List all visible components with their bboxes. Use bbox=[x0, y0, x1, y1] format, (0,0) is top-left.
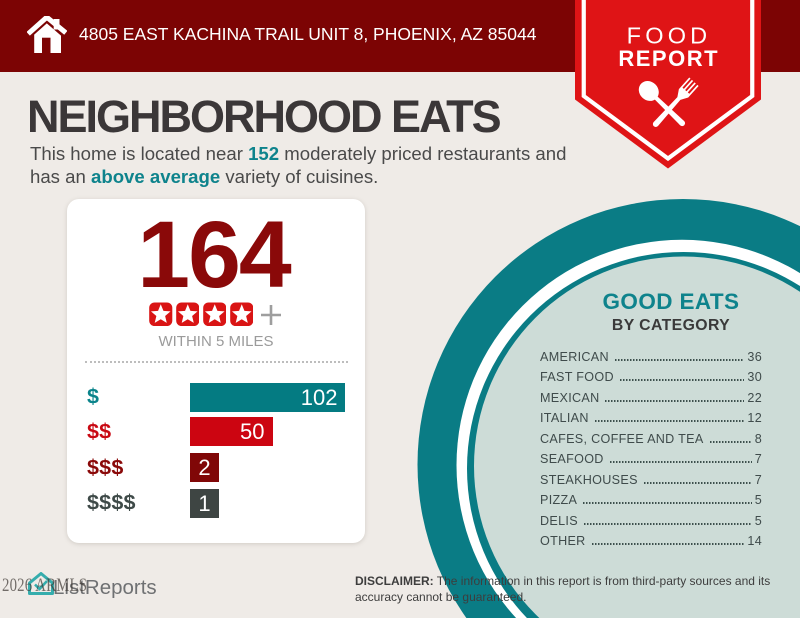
svg-text:REPORT: REPORT bbox=[618, 46, 719, 71]
svg-text:FOOD: FOOD bbox=[627, 23, 712, 49]
